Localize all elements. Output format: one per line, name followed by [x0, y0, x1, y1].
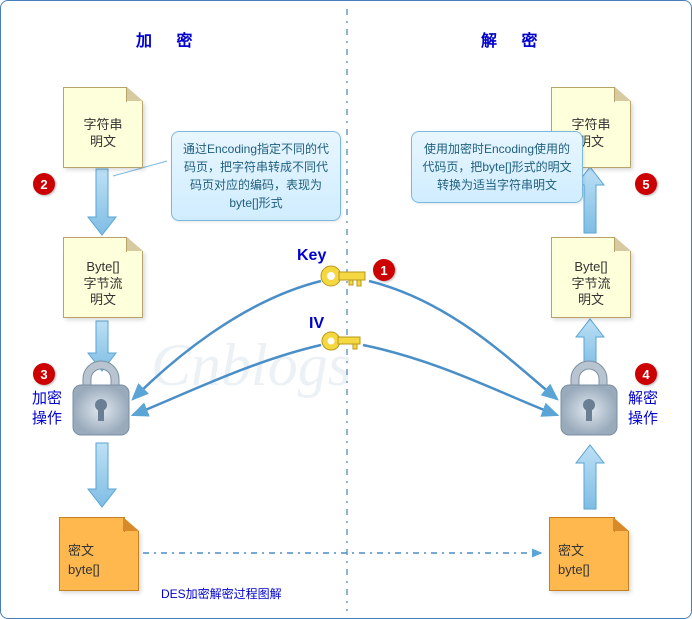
- iv-key-icon: [322, 332, 360, 350]
- label-decrypt-op: 解密操作: [627, 389, 659, 428]
- callout-encrypt: 通过Encoding指定不同的代码页，把字符串转成不同代码页对应的编码，表现为b…: [171, 131, 341, 221]
- txt: 明文: [64, 292, 142, 309]
- badge-3: 3: [33, 363, 55, 385]
- txt: 明文: [64, 134, 142, 151]
- watermark: Cnblogs: [151, 331, 351, 400]
- label-encrypt-op: 加密操作: [31, 389, 63, 428]
- badge-4: 4: [635, 363, 657, 385]
- caption: DES加密解密过程图解: [161, 585, 282, 602]
- node-enc-cipher: 密文 byte[]: [59, 531, 139, 591]
- node-dec-plain-bytes: Byte[] 字节流 明文: [551, 251, 631, 318]
- diagram-canvas: Cnblogs: [0, 0, 692, 619]
- label-iv: IV: [309, 315, 324, 333]
- txt: Byte[]: [552, 259, 630, 276]
- label-key: Key: [297, 247, 326, 265]
- lock-encrypt: [73, 361, 129, 435]
- txt: 字节流: [64, 276, 142, 293]
- badge-2: 2: [33, 173, 55, 195]
- txt: 明文: [552, 292, 630, 309]
- key-icon: [321, 266, 365, 286]
- node-enc-plain-str: 字符串 明文: [63, 101, 143, 168]
- badge-5: 5: [635, 173, 657, 195]
- heading-encrypt: 加 密: [136, 27, 202, 51]
- heading-decrypt: 解 密: [481, 27, 547, 51]
- txt: 解密操作: [628, 390, 658, 427]
- txt: 字节流: [552, 276, 630, 293]
- txt: 密文: [558, 542, 628, 560]
- node-enc-plain-bytes: Byte[] 字节流 明文: [63, 251, 143, 318]
- node-dec-cipher: 密文 byte[]: [549, 531, 629, 591]
- txt: 密文: [68, 542, 138, 560]
- txt: 字符串: [64, 117, 142, 134]
- txt: byte[]: [558, 561, 628, 579]
- lock-decrypt: [561, 361, 617, 435]
- txt: byte[]: [68, 561, 138, 579]
- badge-1: 1: [373, 259, 395, 281]
- txt: 加密操作: [32, 390, 62, 427]
- txt: Byte[]: [64, 259, 142, 276]
- callout-decrypt: 使用加密时Encoding使用的代码页，把byte[]形式的明文转换为适当字符串…: [411, 131, 583, 203]
